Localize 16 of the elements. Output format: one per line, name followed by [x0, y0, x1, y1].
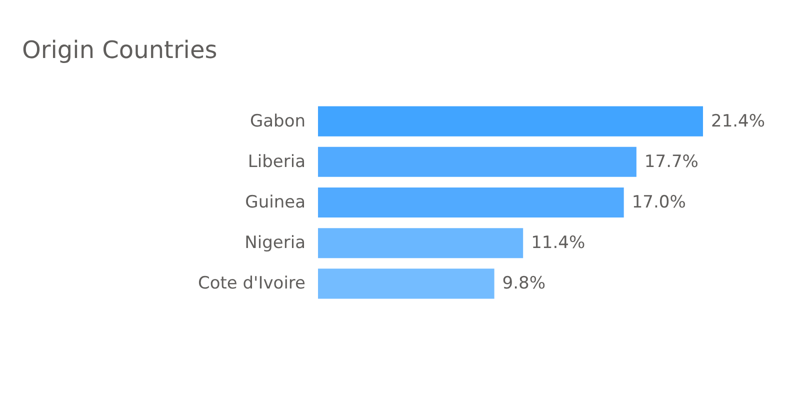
data-label: 17.7%	[644, 152, 698, 172]
bar	[318, 106, 703, 136]
bar	[318, 268, 494, 299]
y-tick-label: Nigeria	[244, 233, 306, 254]
bar	[318, 146, 636, 177]
bar	[318, 187, 624, 218]
text: Origin Countries	[22, 36, 218, 64]
data-label: 11.4%	[531, 233, 586, 254]
y-tick-label: Liberia	[248, 152, 306, 172]
y-tick-label: Cote d'Ivoire	[198, 274, 306, 294]
y-tick-label: Guinea	[245, 192, 306, 212]
data-label: 17.0%	[632, 192, 686, 212]
data-label: 9.8%	[502, 274, 546, 294]
bar	[318, 228, 524, 258]
data-label: 21.4%	[711, 111, 766, 132]
y-tick-label: Gabon	[250, 111, 306, 132]
